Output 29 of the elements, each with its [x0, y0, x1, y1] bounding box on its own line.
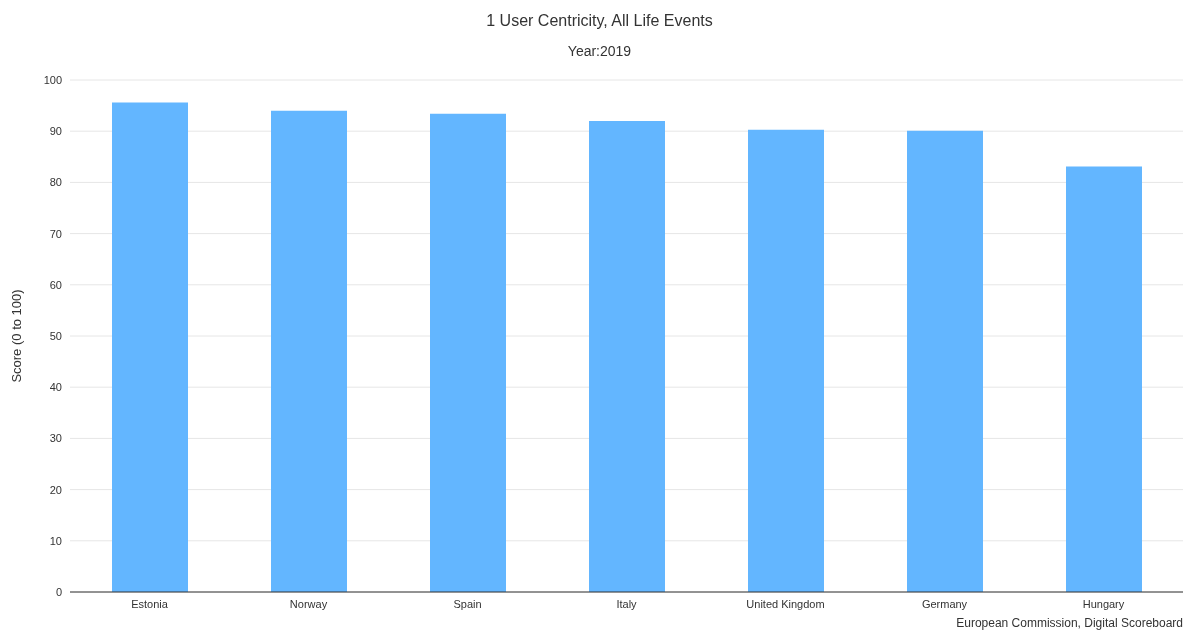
x-tick-label: Spain [453, 597, 482, 610]
y-tick-label: 0 [55, 585, 62, 598]
bar [748, 129, 824, 592]
bar [1066, 166, 1142, 592]
y-tick-label: 10 [49, 534, 62, 547]
y-axis-title: Score (0 to 100) [8, 289, 24, 383]
x-tick-label: Italy [616, 597, 638, 610]
y-tick-label: 70 [49, 227, 62, 240]
y-tick-label: 100 [43, 73, 62, 86]
bar [907, 130, 983, 592]
x-tick-label: United Kingdom [746, 597, 825, 610]
bar [112, 102, 188, 592]
x-tick-label: Germany [921, 597, 968, 610]
chart-subtitle: Year:2019 [566, 43, 633, 59]
y-tick-label: 40 [49, 381, 62, 394]
x-tick-label: Estonia [131, 597, 169, 610]
chart-title: 1 User Centricity, All Life Events [485, 12, 714, 30]
y-tick-label: 80 [49, 176, 62, 189]
y-tick-label: 20 [49, 483, 62, 496]
y-tick-label: 60 [49, 278, 62, 291]
bar [589, 120, 665, 592]
y-tick-label: 90 [49, 125, 62, 138]
text: European Commission, Digital Scoreboard [956, 616, 1183, 630]
bar [430, 113, 506, 592]
y-tick-label: 30 [49, 432, 62, 445]
y-tick-label: 50 [49, 329, 62, 342]
x-tick-label: Norway [289, 597, 328, 610]
bar [271, 110, 347, 592]
x-tick-label: Hungary [1082, 597, 1125, 610]
